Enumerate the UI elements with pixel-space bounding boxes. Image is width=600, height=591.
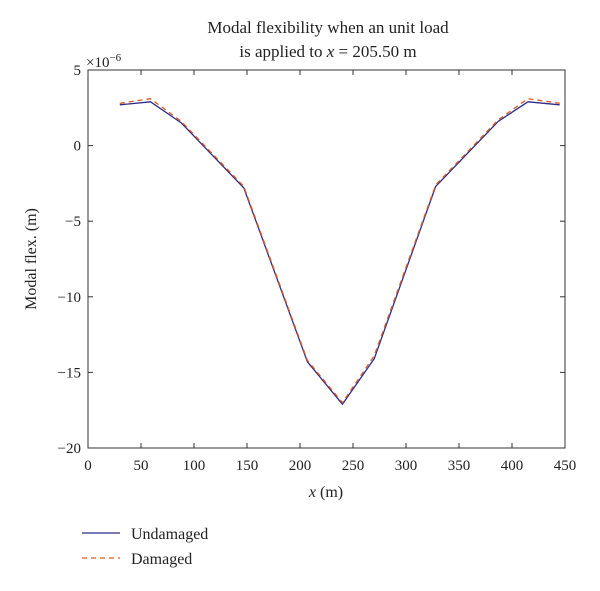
y-tick-label: −10 <box>58 290 81 306</box>
y-axis-label: Modal flex. (m) <box>23 208 40 310</box>
y-tick-label: −5 <box>65 214 81 230</box>
legend-label-undamaged: Undamaged <box>131 526 208 543</box>
x-tick-label: 0 <box>84 458 92 474</box>
y-tick-label: −20 <box>58 441 81 457</box>
y-tick-label: 5 <box>74 63 82 79</box>
x-tick-label: 300 <box>395 458 418 474</box>
x-tick-label: 450 <box>554 458 577 474</box>
x-tick-label: 100 <box>183 458 206 474</box>
series-line-undamaged <box>119 101 560 405</box>
x-tick-label: 400 <box>501 458 524 474</box>
y-tick-label: 0 <box>74 139 82 155</box>
x-tick-label: 250 <box>342 458 365 474</box>
chart-title-line-2: is applied to x = 205.50 m <box>239 42 416 61</box>
legend: Undamaged Damaged <box>82 526 208 568</box>
plot-frame <box>87 69 566 449</box>
x-axis-label: x (m) <box>308 484 343 501</box>
x-tick-label: 150 <box>236 458 259 474</box>
chart-title-line-1: Modal flexibility when an unit load <box>207 18 449 37</box>
y-tick-label: −15 <box>58 365 81 381</box>
x-tick-label: 200 <box>289 458 312 474</box>
x-tick-label: 350 <box>448 458 471 474</box>
series-line-damaged <box>119 98 560 404</box>
y-axis-multiplier: ×10−6 <box>86 52 122 71</box>
legend-label-damaged: Damaged <box>131 551 192 568</box>
x-tick-label: 50 <box>134 458 149 474</box>
